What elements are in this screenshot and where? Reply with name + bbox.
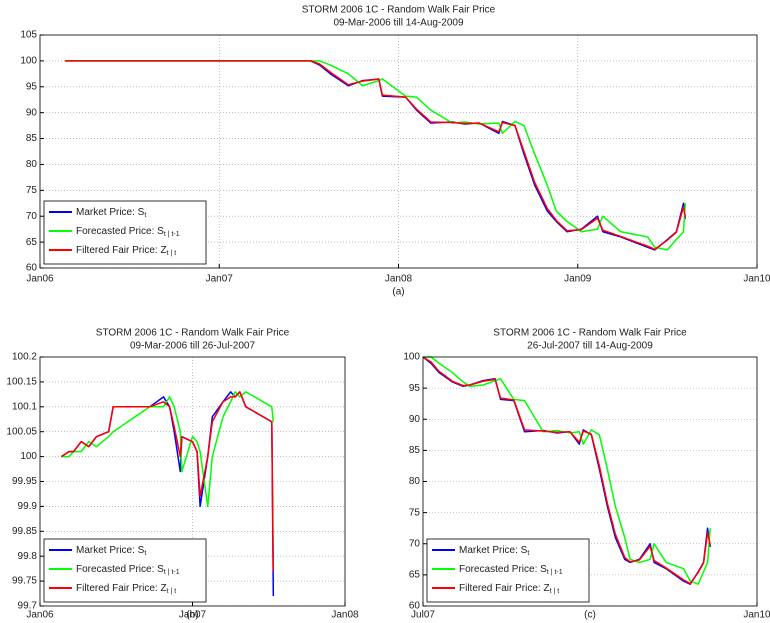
legend-name: Filtered Fair Price: Z [459,583,550,594]
y-tick-label: 100 [20,56,37,67]
y-tick-label: 99.95 [12,476,37,487]
x-axis-label: (c) [584,610,596,621]
chart-title: STORM 2006 1C - Random Walk Fair Price [96,328,290,339]
chart-subtitle: 09-Mar-2006 till 26-Jul-2007 [130,341,256,352]
y-tick-label: 100.15 [6,377,37,388]
legend-label: Forecasted Price: St | t-1 [459,564,563,576]
y-tick-label: 60 [26,263,38,274]
y-tick-label: 65 [409,570,421,581]
subplot: STORM 2006 1C - Random Walk Fair Price 09… [20,5,770,298]
y-tick-label: 100 [403,352,420,363]
x-axis-label: (a) [392,287,404,298]
legend-label: Forecasted Price: St | t-1 [76,564,180,576]
legend-label: Market Price: St [459,545,529,557]
axes-frame [422,356,758,607]
legend-name: Market Price: S [76,207,145,218]
chart-title: STORM 2006 1C - Random Walk Fair Price [302,5,496,16]
series-line [423,356,711,585]
legend-label: Market Price: St [76,545,146,557]
y-tick-label: 100 [20,451,37,462]
y-tick-label: 90 [26,107,38,118]
chart-subtitle: 09-Mar-2006 till 14-Aug-2009 [333,18,464,29]
legend-name: Market Price: S [76,545,145,556]
y-tick-label: 105 [20,30,37,41]
y-tick-label: 99.7 [18,601,38,612]
x-tick-label: Jan08 [331,610,359,621]
x-tick-label: Jan07 [206,274,234,285]
legend-name: Filtered Fair Price: Z [76,245,167,256]
legend-label: Market Price: St [76,207,146,219]
axes-frame [39,34,758,269]
chart-subtitle: 26-Jul-2007 till 14-Aug-2009 [527,341,653,352]
y-tick-label: 99.85 [12,526,37,537]
series-line [422,356,711,585]
legend-label: Forecasted Price: St | t-1 [76,226,180,238]
legend-subscript: t | t-1 [547,569,563,576]
chart-title: STORM 2006 1C - Random Walk Fair Price [493,328,687,339]
y-tick-label: 80 [26,159,38,170]
x-axis-label: (b) [186,610,198,621]
y-tick-label: 99.75 [12,576,37,587]
legend-name: Market Price: S [459,545,528,556]
series-line [65,60,687,251]
y-tick-label: 95 [26,81,38,92]
y-tick-label: 85 [409,445,421,456]
subplot: STORM 2006 1C - Random Walk Fair Price 26… [403,328,770,621]
legend-label: Filtered Fair Price: Zt | t [76,583,176,595]
legend-subscript: t [144,212,146,219]
x-tick-label: Jul07 [411,610,435,621]
y-tick-label: 60 [409,601,421,612]
legend-label: Filtered Fair Price: Zt | t [76,245,176,257]
y-tick-label: 100.2 [12,352,37,363]
legend-subscript: t | t [167,250,177,257]
x-tick-label: Jan10 [743,610,770,621]
series-line [60,391,275,572]
y-tick-label: 65 [26,237,38,248]
x-tick-label: Jan06 [26,274,54,285]
y-tick-label: 100.1 [12,401,37,412]
x-tick-label: Jan09 [564,274,592,285]
x-tick-label: Jan10 [743,274,770,285]
legend-name: Forecasted Price: S [76,226,164,237]
legend-subscript: t [144,550,146,557]
legend-subscript: t [527,550,529,557]
y-tick-label: 80 [409,476,421,487]
y-tick-label: 75 [409,507,421,518]
x-tick-label: Jan07 [179,610,207,621]
y-tick-label: 99.9 [18,501,38,512]
legend-name: Forecasted Price: S [76,564,164,575]
y-tick-label: 90 [409,414,421,425]
x-tick-label: Jan06 [26,610,54,621]
legend-subscript: t | t-1 [164,231,180,238]
y-tick-label: 75 [26,185,38,196]
series-line [65,60,687,251]
y-tick-label: 70 [409,538,421,549]
subplot: STORM 2006 1C - Random Walk Fair Price 09… [6,328,359,621]
legend-label: Filtered Fair Price: Zt | t [459,583,559,595]
y-tick-label: 99.8 [18,551,38,562]
legend-subscript: t | t [167,588,177,595]
legend-name: Forecasted Price: S [459,564,547,575]
y-tick-label: 95 [409,383,421,394]
axes-frame [39,356,346,607]
legend-name: Filtered Fair Price: Z [76,583,167,594]
y-tick-label: 100.05 [6,426,37,437]
y-tick-label: 70 [26,211,38,222]
legend-subscript: t | t-1 [164,569,180,576]
legend-subscript: t | t [550,588,560,595]
y-tick-label: 85 [26,133,38,144]
x-tick-label: Jan08 [385,274,413,285]
